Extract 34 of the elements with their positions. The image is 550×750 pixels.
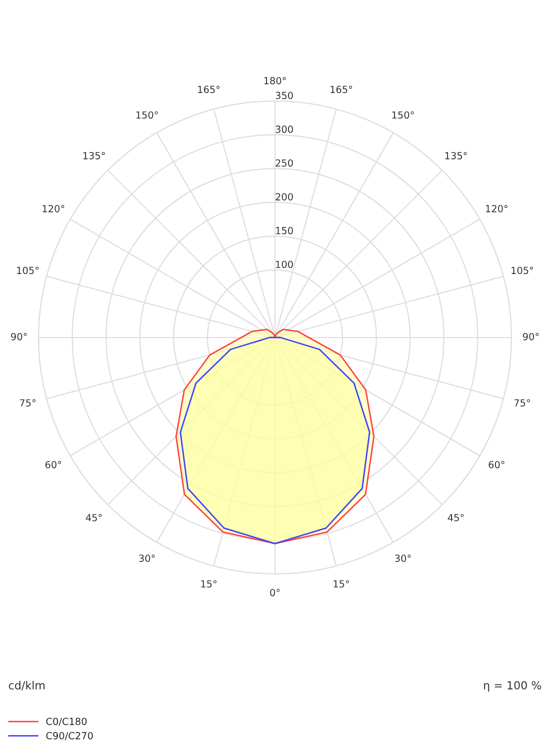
- spoke-label: 60°: [488, 460, 504, 468]
- y-tick-label: 350: [276, 92, 293, 100]
- spoke-label: 30°: [139, 554, 155, 562]
- text: η = 100 %: [484, 681, 542, 692]
- spoke-label: 135°: [445, 152, 467, 160]
- spoke-label: 180°: [264, 77, 286, 84]
- spoke-label: 60°: [45, 460, 62, 468]
- spoke-label: 150°: [136, 111, 158, 119]
- spoke-label: 15°: [334, 580, 349, 588]
- spoke-label: 120°: [42, 204, 64, 212]
- y-tick-label: 300: [276, 126, 293, 133]
- y-tick-label: 200: [276, 193, 293, 200]
- y-tick-label: 150: [276, 226, 293, 234]
- text: cd/klm: [8, 680, 45, 690]
- spoke-label: 165°: [330, 86, 352, 94]
- spoke-label: 0°: [270, 588, 280, 596]
- spoke-label: 150°: [392, 111, 414, 119]
- spoke-label: 105°: [512, 266, 534, 274]
- spoke-label: 15°: [201, 580, 216, 588]
- y-tick-label: 250: [276, 159, 293, 167]
- spoke-label: 75°: [514, 399, 530, 407]
- y-tick-label: 100: [276, 260, 293, 268]
- spoke-label: 120°: [486, 204, 508, 212]
- legend-label: C90/C270: [46, 732, 93, 740]
- spoke-label: 45°: [448, 514, 464, 522]
- spoke-label: 135°: [83, 152, 105, 160]
- spoke-label: 45°: [86, 514, 102, 522]
- spoke-label: 30°: [395, 554, 411, 562]
- legend-label: C0/C180: [46, 718, 87, 726]
- spoke-label: 105°: [17, 266, 39, 274]
- spoke-label: 165°: [198, 86, 220, 94]
- spoke-label: 90°: [522, 332, 539, 340]
- spoke-label: 90°: [11, 332, 27, 340]
- spoke-label: 75°: [20, 399, 36, 407]
